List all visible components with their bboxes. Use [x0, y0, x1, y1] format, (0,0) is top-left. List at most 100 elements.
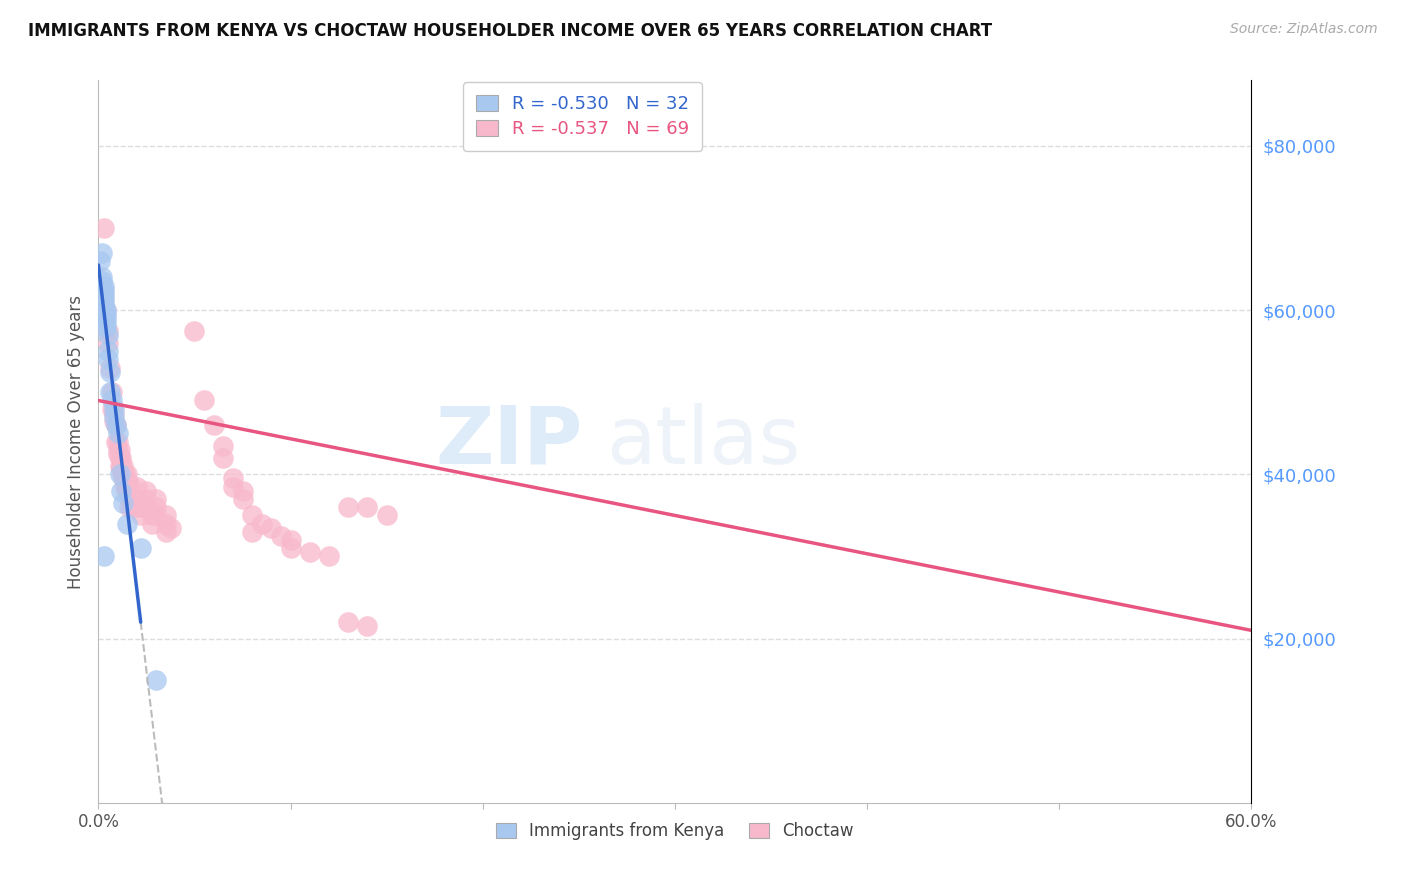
Point: [145, 491, 167, 506]
Point: [193, 393, 215, 408]
Point: [110, 463, 132, 477]
Text: atlas: atlas: [606, 402, 800, 481]
Point: [98, 365, 121, 379]
Point: [94, 307, 117, 321]
Point: [93, 549, 115, 564]
Point: [94, 303, 117, 318]
Point: [108, 442, 131, 457]
Point: [114, 480, 136, 494]
Point: [318, 549, 340, 564]
Point: [141, 508, 163, 523]
Point: [103, 409, 125, 424]
Point: [91, 270, 114, 285]
Point: [118, 475, 141, 490]
Point: [135, 491, 157, 506]
Point: [125, 491, 148, 506]
Point: [118, 500, 141, 515]
Point: [231, 491, 254, 506]
Point: [107, 447, 129, 461]
Point: [155, 516, 177, 531]
Point: [103, 414, 125, 428]
Point: [108, 467, 131, 482]
Y-axis label: Householder Income Over 65 years: Householder Income Over 65 years: [66, 294, 84, 589]
Point: [135, 483, 157, 498]
Point: [114, 467, 136, 482]
Point: [270, 529, 292, 543]
Point: [240, 508, 263, 523]
Point: [110, 459, 132, 474]
Point: [112, 471, 135, 485]
Point: [122, 500, 145, 515]
Point: [91, 245, 114, 260]
Point: [260, 521, 283, 535]
Point: [155, 508, 177, 523]
Point: [160, 521, 183, 535]
Point: [93, 299, 115, 313]
Point: [117, 516, 139, 531]
Point: [135, 500, 157, 515]
Point: [125, 500, 148, 515]
Point: [108, 450, 131, 465]
Point: [107, 434, 129, 449]
Point: [280, 533, 302, 547]
Point: [98, 385, 121, 400]
Point: [93, 286, 115, 301]
Point: [97, 344, 120, 359]
Point: [112, 496, 135, 510]
Point: [97, 336, 120, 351]
Point: [155, 524, 177, 539]
Point: [112, 467, 135, 482]
Point: [93, 278, 115, 293]
Point: [222, 471, 245, 485]
Point: [129, 508, 152, 523]
Point: [94, 311, 117, 326]
Point: [240, 524, 263, 539]
Point: [110, 483, 132, 498]
Point: [97, 352, 120, 367]
Point: [280, 541, 302, 556]
Point: [104, 418, 127, 433]
Point: [120, 496, 142, 510]
Text: IMMIGRANTS FROM KENYA VS CHOCTAW HOUSEHOLDER INCOME OVER 65 YEARS CORRELATION CH: IMMIGRANTS FROM KENYA VS CHOCTAW HOUSEHO…: [28, 22, 993, 40]
Point: [103, 406, 125, 420]
Point: [117, 467, 139, 482]
Point: [104, 418, 127, 433]
Point: [356, 619, 378, 633]
Point: [375, 508, 398, 523]
Point: [107, 442, 129, 457]
Point: [103, 401, 125, 416]
Point: [108, 459, 131, 474]
Point: [101, 385, 124, 400]
Point: [231, 483, 254, 498]
Point: [117, 483, 139, 498]
Legend: Immigrants from Kenya, Choctaw: Immigrants from Kenya, Choctaw: [488, 814, 862, 848]
Point: [93, 283, 115, 297]
Point: [94, 303, 117, 318]
Point: [298, 545, 321, 559]
Point: [93, 295, 115, 310]
Point: [145, 673, 167, 687]
Text: Source: ZipAtlas.com: Source: ZipAtlas.com: [1230, 22, 1378, 37]
Point: [212, 439, 235, 453]
Point: [98, 360, 121, 375]
Point: [250, 516, 273, 531]
Point: [129, 541, 152, 556]
Point: [145, 500, 167, 515]
Point: [110, 450, 132, 465]
Point: [89, 253, 111, 268]
Point: [101, 393, 124, 408]
Point: [112, 459, 135, 474]
Point: [114, 475, 136, 490]
Point: [93, 291, 115, 305]
Point: [94, 316, 117, 330]
Point: [356, 500, 378, 515]
Point: [125, 480, 148, 494]
Point: [94, 319, 117, 334]
Point: [104, 434, 127, 449]
Point: [337, 500, 360, 515]
Point: [141, 516, 163, 531]
Point: [337, 615, 360, 630]
Point: [129, 500, 152, 515]
Point: [118, 491, 141, 506]
Point: [183, 324, 205, 338]
